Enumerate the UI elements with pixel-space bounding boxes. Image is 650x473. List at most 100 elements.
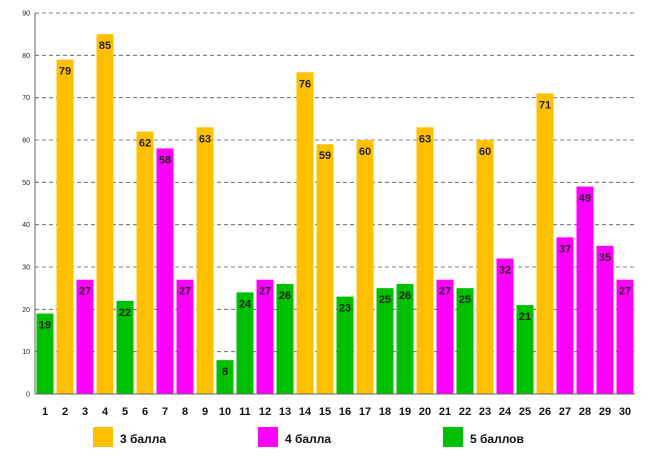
bar-13 (276, 283, 294, 394)
bar-26 (536, 93, 554, 394)
bar-25 (516, 305, 534, 394)
data-label-21: 27 (439, 286, 451, 298)
y-tick-label: 30 (22, 265, 30, 272)
grid (35, 12, 635, 353)
x-tick-label: 7 (162, 406, 168, 418)
data-label-1: 19 (39, 320, 51, 332)
data-label-19: 26 (399, 290, 411, 302)
x-tick-label: 1 (42, 406, 48, 418)
bar-5 (116, 300, 134, 394)
x-tick-label: 25 (519, 406, 531, 418)
data-label-18: 25 (379, 294, 391, 306)
data-label-8: 27 (179, 286, 191, 298)
x-tick-label: 22 (459, 406, 471, 418)
bar-4 (96, 34, 114, 395)
bar-24 (496, 258, 514, 394)
y-tick-label: 90 (22, 11, 30, 18)
data-label-17: 60 (359, 146, 371, 158)
data-label-4: 85 (99, 40, 111, 52)
legend-label-5: 5 баллов (470, 432, 524, 446)
y-tick-label: 50 (22, 180, 30, 187)
bar-29 (596, 245, 614, 394)
data-label-29: 35 (599, 252, 611, 264)
y-tick-label: 40 (22, 222, 30, 229)
x-tick-label: 15 (319, 406, 331, 418)
legend-swatch-5 (443, 427, 463, 447)
bars (36, 34, 634, 395)
bar-18 (376, 288, 394, 394)
x-tick-label: 26 (539, 406, 551, 418)
data-label-23: 60 (479, 146, 491, 158)
x-tick-label: 30 (619, 406, 631, 418)
y-tick-label: 70 (22, 95, 30, 102)
bar-1 (36, 313, 54, 394)
bar-8 (176, 279, 194, 394)
bar-10 (216, 360, 234, 394)
x-tick-label: 28 (579, 406, 591, 418)
x-tick-label: 16 (339, 406, 351, 418)
data-label-7: 58 (159, 154, 171, 166)
bar-12 (256, 279, 274, 394)
bar-30 (616, 279, 634, 394)
legend-swatch-4 (258, 427, 278, 447)
bar-23 (476, 140, 494, 394)
x-tick-label: 2 (62, 406, 68, 418)
x-tick-label: 20 (419, 406, 431, 418)
x-tick-label: 14 (299, 406, 312, 418)
bar-9 (196, 127, 214, 395)
data-label-3: 27 (79, 286, 91, 298)
data-label-15: 59 (319, 150, 331, 162)
legend: 3 балла 4 балла 5 баллов (93, 427, 524, 447)
x-tick-label: 27 (559, 406, 571, 418)
data-label-11: 24 (239, 298, 252, 310)
x-tick-label: 17 (359, 406, 371, 418)
x-tick-label: 4 (102, 406, 109, 418)
data-label-10: 8 (222, 366, 228, 378)
x-axis: 1 2 3 4 5 6 7 8 9 10 11 12 13 14 15 16 17 18 19 20 21 22 23 24 2… (42, 406, 631, 418)
x-tick-label: 24 (499, 406, 512, 418)
x-tick-label: 19 (399, 406, 411, 418)
data-label-24: 32 (499, 265, 511, 277)
bar-28 (576, 186, 594, 394)
y-tick-label: 0 (26, 392, 30, 399)
data-label-6: 62 (139, 138, 151, 150)
data-label-28: 49 (579, 193, 591, 205)
x-tick-label: 29 (599, 406, 611, 418)
bar-2 (56, 59, 74, 395)
y-tick-label: 10 (22, 349, 30, 356)
bar-27 (556, 237, 574, 394)
x-tick-label: 21 (439, 406, 451, 418)
x-tick-label: 12 (259, 406, 271, 418)
y-tick-label: 80 (22, 53, 30, 60)
legend-label-4: 4 балла (285, 432, 331, 446)
bar-21 (436, 279, 454, 394)
data-label-16: 23 (339, 303, 351, 315)
legend-swatch-3 (93, 427, 113, 447)
data-label-5: 22 (119, 307, 131, 319)
x-tick-label: 3 (82, 406, 88, 418)
bar-11 (236, 292, 254, 394)
legend-label-3: 3 балла (120, 432, 166, 446)
data-label-26: 71 (539, 99, 551, 111)
bar-20 (416, 127, 434, 395)
x-tick-label: 9 (202, 406, 208, 418)
x-tick-label: 11 (239, 406, 251, 418)
bar-16 (336, 296, 354, 394)
data-label-30: 27 (619, 286, 631, 298)
data-labels: 19 79 27 85 22 62 58 27 63 8 24 27 26 76 59 23 60 25 26 63 2… (39, 40, 631, 378)
bar-7 (156, 148, 174, 394)
data-label-13: 26 (279, 290, 291, 302)
x-tick-label: 23 (479, 406, 491, 418)
data-label-2: 79 (59, 66, 71, 78)
y-axis: 0 10 20 30 40 50 60 70 80 90 (22, 11, 635, 399)
x-tick-label: 13 (279, 406, 291, 418)
x-tick-label: 10 (219, 406, 231, 418)
x-tick-label: 18 (379, 406, 391, 418)
x-tick-label: 8 (182, 406, 188, 418)
bar-17 (356, 140, 374, 394)
data-label-20: 63 (419, 133, 431, 145)
bar-6 (136, 131, 154, 395)
data-label-14: 76 (299, 78, 311, 90)
